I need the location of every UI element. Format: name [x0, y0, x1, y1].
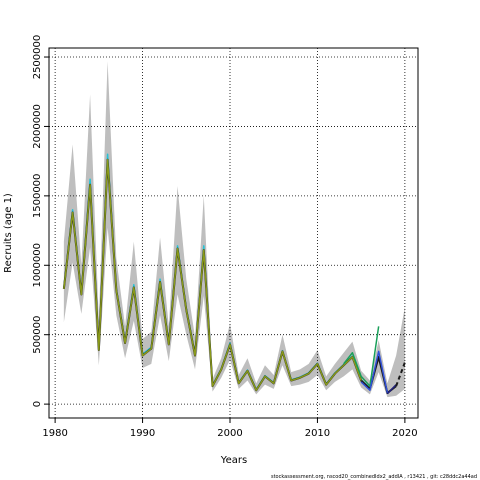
x-tick-label: 1980 — [42, 428, 67, 439]
y-tick-label: 1500000 — [32, 174, 43, 219]
x-tick-label: 2020 — [392, 428, 417, 439]
y-tick-label: 2500000 — [32, 35, 43, 80]
x-tick-label: 1990 — [130, 428, 155, 439]
y-tick-label: 0 — [32, 401, 43, 407]
series-line — [386, 384, 397, 395]
y-tick-label: 2000000 — [32, 104, 43, 149]
plot-frame — [48, 47, 419, 419]
y-tick-label: 500000 — [32, 316, 43, 354]
y-tick-label: 1000000 — [32, 243, 43, 288]
series-line — [343, 326, 380, 387]
x-tick-label: 2000 — [217, 428, 242, 439]
footnote: stockassessment.org, nscod20_combinedIdx… — [271, 474, 477, 480]
x-tick-label: 2010 — [305, 428, 330, 439]
confidence-band — [63, 61, 405, 398]
series-line — [63, 159, 362, 391]
y-axis-label: Recruits (age 1) — [3, 193, 14, 273]
x-axis-label: Years — [220, 455, 247, 466]
series-line — [360, 350, 389, 394]
